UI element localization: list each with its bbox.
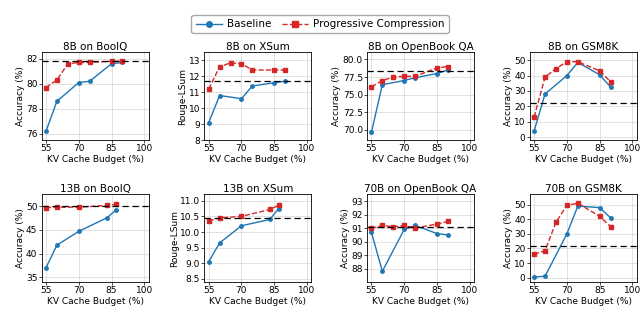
Title: 13B on BoolQ: 13B on BoolQ xyxy=(60,184,131,194)
Title: 13B on XSum: 13B on XSum xyxy=(223,184,293,194)
X-axis label: KV Cache Budget (%): KV Cache Budget (%) xyxy=(209,297,307,306)
Title: 70B on GSM8K: 70B on GSM8K xyxy=(545,184,621,194)
Y-axis label: Accuracy (%): Accuracy (%) xyxy=(15,208,24,268)
X-axis label: KV Cache Budget (%): KV Cache Budget (%) xyxy=(535,297,632,306)
Title: 8B on BoolQ: 8B on BoolQ xyxy=(63,42,127,52)
Title: 8B on XSum: 8B on XSum xyxy=(226,42,290,52)
Legend: Baseline, Progressive Compression: Baseline, Progressive Compression xyxy=(191,15,449,33)
X-axis label: KV Cache Budget (%): KV Cache Budget (%) xyxy=(209,155,307,164)
X-axis label: KV Cache Budget (%): KV Cache Budget (%) xyxy=(372,155,469,164)
Y-axis label: Accuracy (%): Accuracy (%) xyxy=(341,208,350,268)
Title: 8B on GSM8K: 8B on GSM8K xyxy=(548,42,618,52)
X-axis label: KV Cache Budget (%): KV Cache Budget (%) xyxy=(47,155,143,164)
Y-axis label: Accuracy (%): Accuracy (%) xyxy=(504,66,513,126)
Y-axis label: Rouge-LSum: Rouge-LSum xyxy=(170,210,179,267)
X-axis label: KV Cache Budget (%): KV Cache Budget (%) xyxy=(372,297,469,306)
Title: 8B on OpenBook QA: 8B on OpenBook QA xyxy=(368,42,474,52)
Y-axis label: Accuracy (%): Accuracy (%) xyxy=(504,208,513,268)
Y-axis label: Rouge-LSum: Rouge-LSum xyxy=(179,68,188,125)
X-axis label: KV Cache Budget (%): KV Cache Budget (%) xyxy=(535,155,632,164)
Y-axis label: Accuracy (%): Accuracy (%) xyxy=(15,66,24,126)
Title: 70B on OpenBook QA: 70B on OpenBook QA xyxy=(364,184,477,194)
X-axis label: KV Cache Budget (%): KV Cache Budget (%) xyxy=(47,297,143,306)
Y-axis label: Accuracy (%): Accuracy (%) xyxy=(332,66,341,126)
